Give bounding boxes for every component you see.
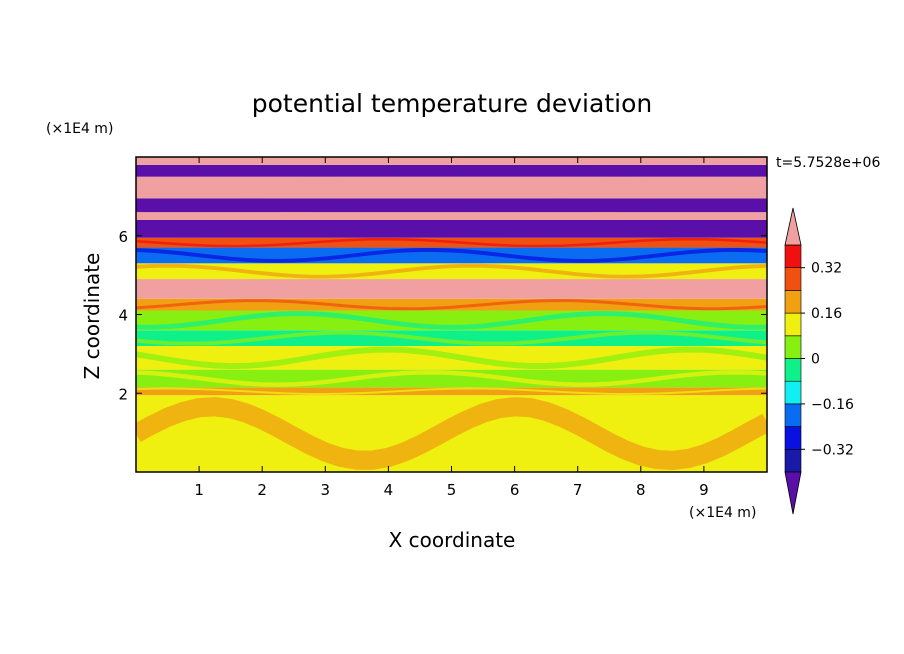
colorbar-swatch: [784, 312, 802, 337]
contour-streak-4: [136, 330, 767, 346]
y-axis-label: Z coordinate: [80, 253, 104, 380]
colorbar-swatch: [784, 244, 802, 269]
contour-band-15: [136, 164, 767, 177]
colorbar-swatch: [784, 448, 802, 473]
contour-streak-6: [136, 298, 767, 311]
colorbar-swatch: [784, 267, 802, 291]
contour-streak-9: [136, 247, 767, 263]
y-axis: 2 4 6: [118, 228, 767, 403]
colorbar-label: 0: [811, 352, 820, 368]
x-tick-label: 3: [321, 481, 331, 499]
colorbar-swatch: [784, 358, 802, 382]
colorbar-label: −0.16: [811, 397, 854, 413]
contour-streak-5: [136, 311, 767, 330]
contour-band-1: [136, 387, 767, 396]
x-axis-label: X coordinate: [389, 528, 516, 552]
x-tick-label: 5: [447, 481, 457, 499]
time-label: t=5.7528e+06: [776, 155, 880, 171]
y-tick-label: 6: [118, 228, 128, 246]
x-tick-label: 2: [257, 481, 267, 499]
contour-streak-15: [136, 165, 767, 177]
y-tick-label: 4: [118, 307, 128, 325]
contour-streak-7: [136, 279, 767, 299]
contour-streak-14: [136, 177, 767, 198]
chart-title: potential temperature deviation: [252, 89, 652, 118]
x-tick-label: 7: [573, 481, 583, 499]
contour-streak-1: [136, 387, 767, 396]
y-unit-label: (×1E4 m): [46, 121, 113, 137]
plot-area: [136, 157, 767, 472]
x-tick-label: 8: [636, 481, 646, 499]
contour-streak-11: [136, 220, 767, 238]
colorbar-swatch: [784, 403, 802, 427]
x-tick-label: 4: [384, 481, 394, 499]
colorbar-top-arrow: [784, 207, 802, 246]
contour-streak-10: [136, 237, 767, 248]
x-unit-label: (×1E4 m): [689, 505, 756, 521]
contour-streak-0: [136, 397, 767, 471]
contour-streak-12: [136, 212, 767, 220]
x-tick-label: 9: [699, 481, 709, 499]
colorbar-swatch: [784, 335, 802, 359]
colorbar-bottom-arrow: [784, 471, 802, 515]
colorbar-label: 0.16: [811, 306, 842, 322]
x-tick-label: 1: [194, 481, 204, 499]
colorbar: 0.32 0.16 0 −0.16 −0.32: [784, 207, 854, 515]
colorbar-swatch: [784, 290, 802, 314]
x-tick-label: 6: [510, 481, 520, 499]
colorbar-label: 0.32: [811, 261, 842, 277]
x-axis: 1 2 3 4 5 6 7 8 9: [194, 157, 709, 499]
contour-streak-8: [136, 263, 767, 279]
contour-streak-2: [136, 370, 767, 387]
colorbar-swatch: [784, 426, 802, 450]
contour-streak-13: [136, 198, 767, 212]
contour-band-12: [136, 212, 767, 220]
contour-streaks: [136, 157, 767, 471]
y-tick-label: 2: [118, 385, 128, 403]
colorbar-label: −0.32: [811, 442, 854, 458]
contour-streak-3: [136, 346, 767, 370]
contour-band-6: [136, 298, 767, 311]
colorbar-swatch: [784, 380, 802, 405]
